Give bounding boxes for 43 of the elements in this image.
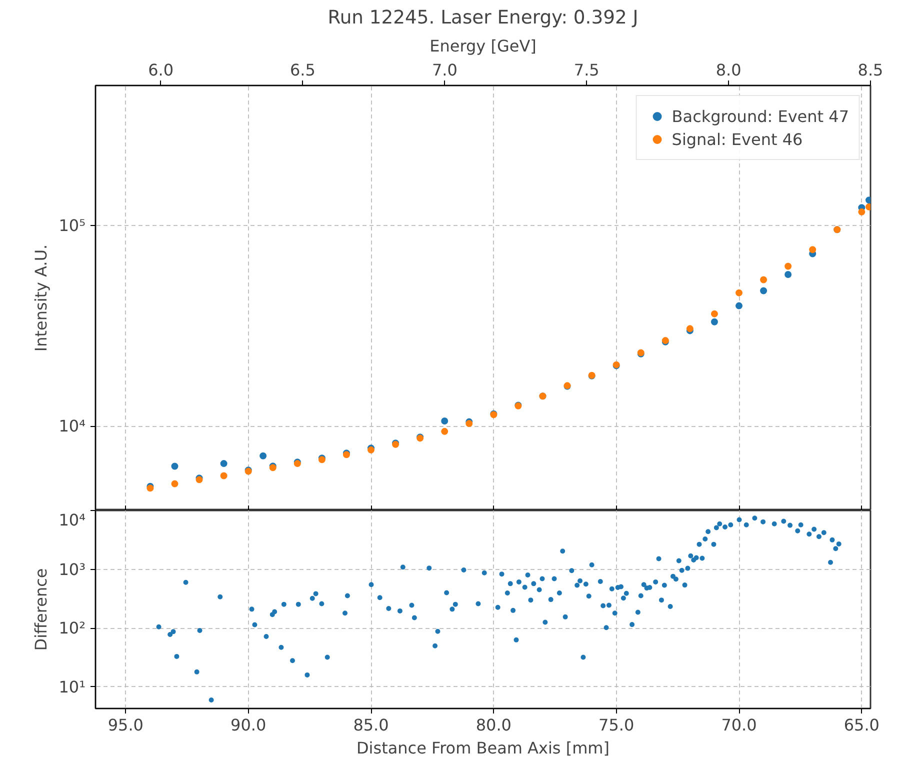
point: [736, 289, 743, 296]
x-tick-label: 80.0: [476, 716, 512, 734]
x2-tick-label: 7.0: [432, 60, 458, 80]
point: [784, 271, 792, 278]
y-tick-label: 10⁴: [58, 510, 86, 530]
point: [260, 452, 267, 460]
x-tick-label: 75.0: [598, 716, 634, 734]
x2-tick-label: 8.5: [858, 60, 884, 80]
y-tick-label: 10⁴: [58, 416, 86, 436]
point: [784, 262, 792, 270]
y-axis-title: Difference: [32, 568, 51, 651]
x-tick-label: 65.0: [844, 716, 880, 734]
point: [171, 480, 178, 488]
x2-tick-label: 6.0: [148, 60, 174, 80]
point: [710, 310, 718, 318]
point: [220, 460, 228, 468]
y-tick-label: 10⁵: [58, 216, 86, 236]
x-tick-label: 95.0: [108, 716, 144, 734]
point: [171, 462, 178, 470]
point: [760, 276, 768, 284]
legend-label: Signal: Event 46: [672, 130, 803, 148]
y-tick-label: 10³: [58, 560, 86, 579]
point: [710, 318, 718, 326]
point: [760, 287, 768, 294]
x2-tick-label: 8.0: [716, 60, 742, 80]
y-axis-title: Intensity A.U.: [32, 244, 51, 352]
x-axis-title: Distance From Beam Axis [mm]: [356, 738, 610, 758]
x2-tick-label: 6.5: [290, 60, 316, 80]
point: [441, 428, 448, 435]
point: [441, 417, 448, 424]
chart-title: Run 12245. Laser Energy: 0.392 J: [328, 8, 638, 28]
y-tick-label: 10¹: [58, 677, 86, 696]
x2-tick-label: 7.5: [574, 60, 600, 80]
legend-label: Background: Event 47: [672, 106, 849, 126]
point: [809, 246, 816, 254]
y-tick-label: 10²: [58, 618, 86, 638]
x-tick-label: 70.0: [721, 716, 757, 734]
point: [736, 302, 743, 310]
x2-axis-title: Energy [GeV]: [430, 36, 536, 56]
x-tick-label: 90.0: [230, 716, 266, 734]
x-tick-label: 85.0: [353, 716, 389, 734]
point: [858, 208, 866, 216]
point: [220, 472, 228, 480]
